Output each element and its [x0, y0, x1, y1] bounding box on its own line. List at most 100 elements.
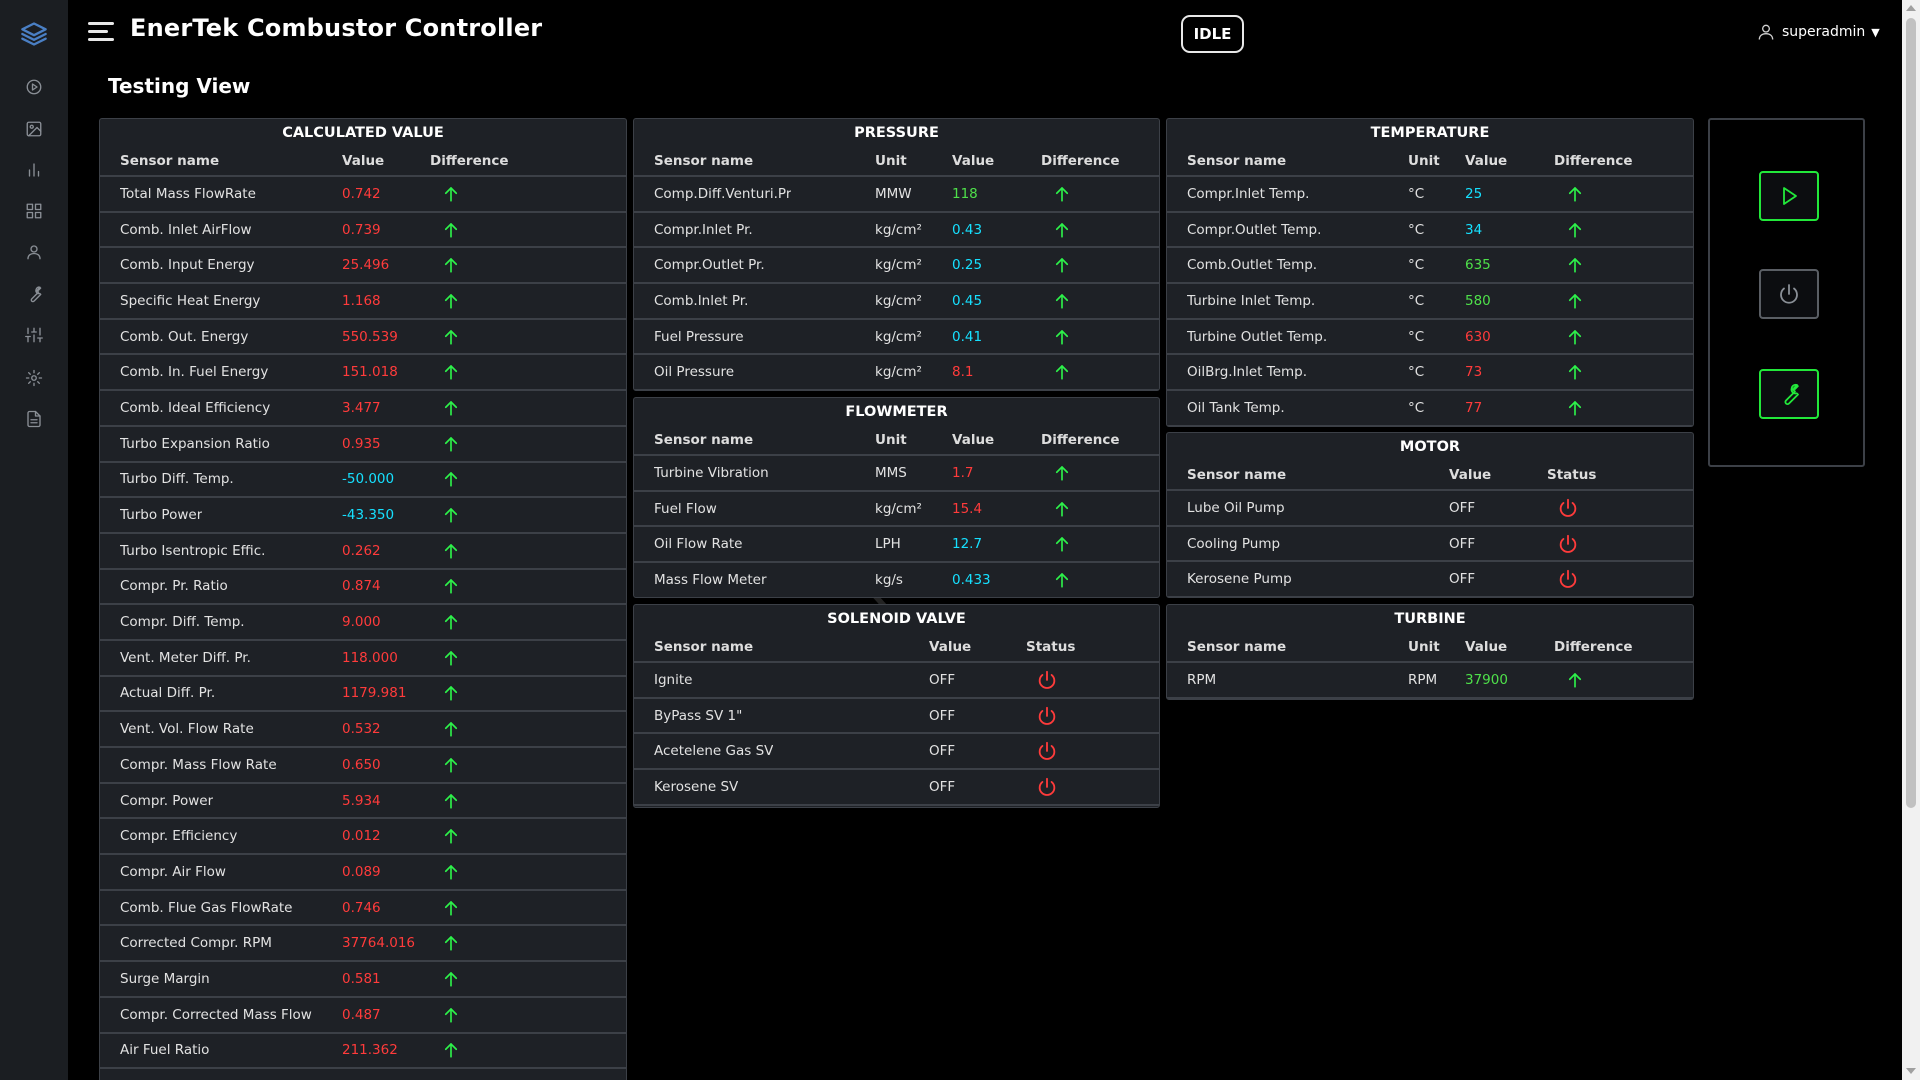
sensor-value: 25.496: [342, 257, 390, 274]
sensor-value: 0.433: [952, 571, 991, 588]
scroll-thumb[interactable]: [1906, 18, 1916, 808]
column-header: Sensor name: [1187, 639, 1287, 655]
table-row: Air Fuel Ratio 211.362: [100, 1034, 626, 1070]
document-icon[interactable]: [22, 407, 46, 431]
arrow-up-icon: [1053, 185, 1071, 203]
table-row: Compr.Inlet Temp. °C 25: [1167, 177, 1693, 213]
sensor-unit: MMS: [875, 464, 907, 481]
table-row: Compr. Power 5.934: [100, 784, 626, 820]
wrench-icon: [1784, 383, 1799, 405]
sensor-value: 25: [1465, 185, 1483, 202]
table-row: Fuel Flow kg/cm² 15.4: [634, 492, 1159, 528]
table-row: Compr.Outlet Temp. °C 34: [1167, 213, 1693, 249]
sensor-value: 211.362: [342, 1042, 398, 1059]
table-row: Kerosene Pump OFF: [1167, 562, 1693, 597]
sensor-value: 0.45: [952, 292, 983, 309]
arrow-up-icon: [442, 1041, 460, 1059]
arrow-up-icon: [442, 256, 460, 274]
column-header: Value: [1449, 467, 1492, 483]
column-header: Unit: [875, 432, 907, 448]
user-icon[interactable]: [22, 240, 46, 264]
pressure-panel: PRESSURE Sensor name Unit Value Difference Co…: [633, 118, 1160, 391]
panel-title: TEMPERATURE: [1370, 125, 1490, 141]
wrench-icon[interactable]: [22, 282, 46, 306]
gear-icon[interactable]: [22, 366, 46, 390]
table-row: Turbo Expansion Ratio 0.935: [100, 427, 626, 463]
sliders-icon[interactable]: [22, 323, 46, 347]
sensor-name: Vent. Meter Diff. Pr.: [120, 649, 251, 666]
sensor-value: 77: [1465, 399, 1483, 416]
sensor-name: Turbo Diff. Temp.: [120, 471, 234, 488]
column-header: Unit: [1408, 153, 1440, 169]
sensor-value: 550.539: [342, 328, 398, 345]
table-row: Turbo Isentropic Effic. 0.262: [100, 534, 626, 570]
sensor-value: 8.1: [952, 364, 974, 381]
sensor-name: Turbo Isentropic Effic.: [120, 542, 266, 559]
sensor-value: 0.262: [342, 542, 381, 559]
scroll-down-arrow[interactable]: [1906, 1068, 1916, 1074]
table-header: Sensor name Value Status: [634, 633, 1159, 663]
maintenance-button[interactable]: [1759, 369, 1819, 419]
power-status-icon[interactable]: [1036, 669, 1058, 691]
image-icon[interactable]: [22, 117, 46, 141]
sensor-name: Compr. Air Flow: [120, 863, 226, 880]
sensor-unit: kg/cm²: [875, 328, 922, 345]
sensor-name: Compr.Inlet Temp.: [1187, 185, 1310, 202]
sensor-unit: °C: [1408, 221, 1425, 238]
arrow-up-icon: [1053, 292, 1071, 310]
table-row: Comb. Input Energy 25.496: [100, 248, 626, 285]
power-status-icon[interactable]: [1557, 533, 1579, 555]
column-header: Sensor name: [654, 432, 754, 448]
grid-icon[interactable]: [22, 199, 46, 223]
user-menu[interactable]: superadmin ▼: [1756, 22, 1880, 42]
play-circle-icon[interactable]: [22, 75, 46, 99]
layers-logo-icon[interactable]: [20, 20, 48, 48]
sensor-name: Turbo Expansion Ratio: [120, 435, 270, 452]
start-button[interactable]: [1759, 171, 1819, 221]
sensor-name: Oil Flow Rate: [654, 536, 743, 553]
table-row: Turbo Power -43.350: [100, 498, 626, 534]
sensor-unit: kg/cm²: [875, 221, 922, 238]
power-status-icon[interactable]: [1557, 497, 1579, 519]
column-header: Value: [929, 639, 972, 655]
column-header: Sensor name: [654, 639, 754, 655]
table-row: Turbine Inlet Temp. °C 580: [1167, 284, 1693, 320]
column-header: Unit: [875, 153, 907, 169]
sensor-value: OFF: [929, 778, 956, 795]
arrow-up-icon: [1566, 221, 1584, 239]
table-row: Vent. Meter Diff. Pr. 118.000: [100, 641, 626, 677]
sensor-name: Lube Oil Pump: [1187, 499, 1285, 516]
arrow-up-icon: [442, 720, 460, 738]
arrow-up-icon: [442, 185, 460, 203]
sensor-name: Acetelene Gas SV: [654, 743, 774, 760]
sensor-name: Surge Margin: [120, 970, 210, 987]
panel-title: TURBINE: [1394, 611, 1466, 627]
table-header: Sensor name Unit Value Difference: [1167, 633, 1693, 663]
power-status-icon[interactable]: [1036, 740, 1058, 762]
menu-toggle-icon[interactable]: [88, 22, 114, 42]
sensor-unit: kg/s: [875, 571, 903, 588]
arrow-up-icon: [442, 684, 460, 702]
arrow-up-icon: [1053, 500, 1071, 518]
bar-chart-icon[interactable]: [22, 158, 46, 182]
power-button[interactable]: [1759, 269, 1819, 319]
sensor-name: Kerosene Pump: [1187, 571, 1292, 588]
table-row: Compr. Corrected Mass Flow 0.487: [100, 998, 626, 1034]
power-status-icon[interactable]: [1036, 705, 1058, 727]
scroll-up-arrow[interactable]: [1906, 5, 1916, 11]
power-status-icon[interactable]: [1557, 568, 1579, 590]
username: superadmin: [1782, 24, 1866, 40]
sensor-name: Corrected Compr. RPM: [120, 935, 272, 952]
calculated-value-panel: CALCULATED VALUE Sensor name Value Differen…: [99, 118, 627, 1080]
sensor-value: 0.935: [342, 435, 381, 452]
column-header: Sensor name: [654, 153, 754, 169]
sensor-name: Comb. In. Fuel Energy: [120, 364, 269, 381]
sensor-unit: °C: [1408, 399, 1425, 416]
page-scrollbar[interactable]: [1902, 0, 1920, 1080]
table-row: Mass Flow Meter kg/s 0.433: [634, 563, 1159, 597]
sensor-unit: kg/cm²: [875, 364, 922, 381]
table-row: Compr. Air Flow 0.089: [100, 855, 626, 891]
sensor-name: Ignite: [654, 671, 693, 688]
table-row: Ignite OFF: [634, 663, 1159, 699]
power-status-icon[interactable]: [1036, 776, 1058, 798]
